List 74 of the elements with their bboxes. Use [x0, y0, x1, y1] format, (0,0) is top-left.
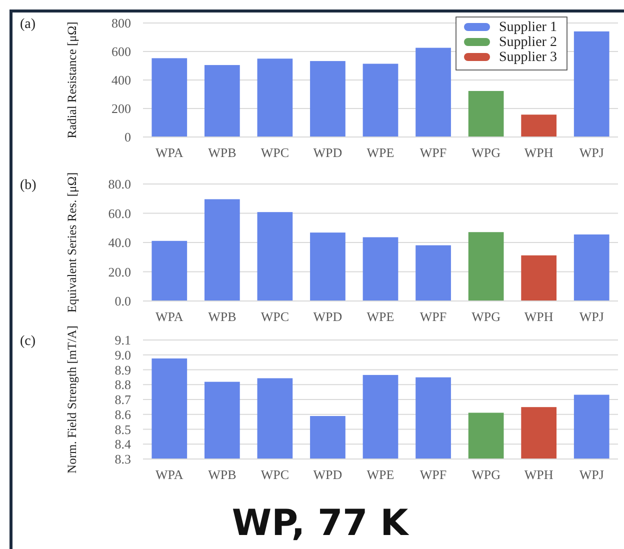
- bar: [257, 58, 293, 137]
- y-tick-label: 9.1: [114, 332, 131, 348]
- x-tick-label: WPF: [420, 145, 447, 160]
- x-tick-label: WPH: [524, 467, 554, 482]
- x-tick-label: WPD: [313, 467, 342, 482]
- bar: [416, 245, 451, 301]
- x-tick-label: WPH: [524, 145, 554, 160]
- x-tick-label: WPF: [420, 309, 447, 324]
- bar: [574, 31, 610, 137]
- legend-label: Supplier 1: [499, 20, 557, 35]
- x-tick-label: WPB: [208, 467, 237, 482]
- legend-label: Supplier 2: [499, 35, 557, 50]
- text: (c): [20, 334, 36, 349]
- bar: [310, 232, 346, 301]
- bar: [521, 255, 557, 301]
- y-tick-label: 8.8: [114, 377, 131, 392]
- y-tick-label: 8.3: [114, 452, 131, 467]
- y-tick-label: 0.0: [114, 294, 131, 309]
- y-tick-label: 8.4: [114, 436, 132, 452]
- text: (a): [20, 17, 36, 32]
- y-tick-label: 20.0: [108, 264, 131, 280]
- y-tick-label: 40.0: [108, 235, 131, 250]
- x-tick-label: WPD: [313, 309, 342, 324]
- y-tick-label: 0: [124, 130, 131, 145]
- y-tick-label: 200: [112, 101, 131, 116]
- bar: [204, 199, 240, 301]
- bar: [257, 212, 293, 301]
- y-tick-label: 400: [112, 72, 131, 88]
- y-tick-label: 9.0: [114, 347, 131, 362]
- x-tick-label: WPD: [313, 145, 342, 160]
- y-tick-label: 800: [112, 16, 131, 31]
- y-tick-label: 8.9: [114, 362, 131, 378]
- bar: [574, 234, 610, 301]
- x-tick-label: WPG: [472, 309, 500, 324]
- x-tick-label: WPA: [156, 145, 184, 160]
- x-tick-label: WPF: [420, 467, 447, 482]
- x-tick-label: WPJ: [579, 309, 604, 324]
- bar: [416, 48, 451, 137]
- x-tick-label: WPB: [208, 145, 237, 160]
- y-tick-label: 600: [112, 44, 131, 60]
- x-tick-label: WPG: [472, 467, 500, 482]
- y-axis-title: Norm. Field Strength [mT/A]: [65, 326, 79, 474]
- bar: [521, 114, 557, 137]
- x-tick-label: WPE: [366, 309, 394, 324]
- y-axis-title: Equivalent Series Res. [μΩ]: [65, 172, 79, 313]
- y-tick-label: 8.7: [114, 392, 132, 408]
- x-tick-label: WPC: [260, 467, 290, 482]
- bar: [468, 232, 504, 301]
- bar: [362, 237, 398, 301]
- x-tick-label: WPA: [156, 309, 184, 324]
- y-tick-label: 8.6: [114, 406, 132, 422]
- x-tick-label: WPA: [156, 467, 184, 482]
- y-axis-title: Radial Resistance [μΩ]: [65, 22, 79, 138]
- x-tick-label: WPJ: [579, 145, 604, 160]
- x-tick-label: WPE: [366, 145, 394, 160]
- text: WP, 77 K: [232, 503, 410, 544]
- x-tick-label: WPC: [260, 309, 290, 324]
- x-tick-label: WPB: [208, 309, 237, 324]
- bar: [310, 61, 346, 137]
- x-tick-label: WPG: [472, 145, 500, 160]
- y-tick-label: 80.0: [108, 176, 131, 192]
- text: (b): [20, 178, 37, 193]
- x-tick-label: WPC: [260, 145, 290, 160]
- legend-label: Supplier 3: [499, 50, 557, 65]
- bar: [204, 65, 240, 137]
- y-tick-label: 60.0: [108, 206, 131, 221]
- y-tick-label: 8.5: [114, 422, 131, 437]
- bar: [468, 90, 504, 137]
- x-tick-label: WPE: [366, 467, 394, 482]
- x-tick-label: WPJ: [579, 467, 604, 482]
- bar: [152, 240, 188, 301]
- x-tick-label: WPH: [524, 309, 554, 324]
- bar: [362, 64, 398, 137]
- bar: [152, 58, 188, 137]
